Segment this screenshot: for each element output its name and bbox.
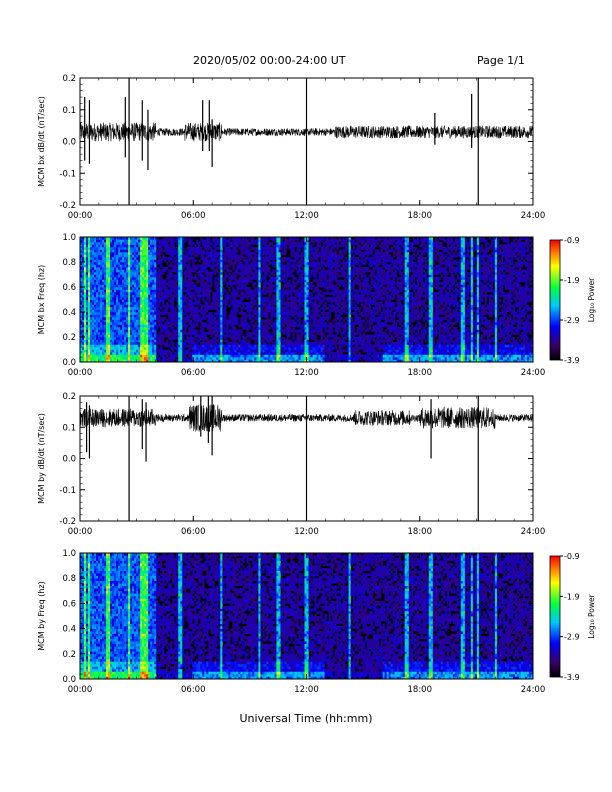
colorbar bbox=[549, 239, 561, 361]
x-tick-label: 12:00 bbox=[294, 211, 319, 221]
x-tick-label: 18:00 bbox=[408, 685, 433, 695]
colorbar-tick-label: -1.9 bbox=[564, 276, 580, 285]
x-tick-label: 06:00 bbox=[181, 211, 206, 221]
x-tick-label: 24:00 bbox=[521, 368, 546, 378]
x-tick-label: 00:00 bbox=[68, 368, 93, 378]
chart-title: 2020/05/02 00:00-24:00 UT bbox=[193, 54, 346, 67]
y-tick-label: 0.6 bbox=[62, 599, 76, 609]
x-tick-label: 12:00 bbox=[294, 368, 319, 378]
y-axis-title: MCM bx Freq (hz) bbox=[37, 265, 46, 334]
x-tick-label: 18:00 bbox=[408, 211, 433, 221]
y-tick-label: 1.0 bbox=[62, 233, 76, 243]
x-tick-label: 24:00 bbox=[521, 527, 546, 537]
x-tick-label: 12:00 bbox=[294, 685, 319, 695]
y-tick-label: 0.8 bbox=[62, 574, 76, 584]
y-tick-label: -0.2 bbox=[59, 517, 76, 527]
x-tick-label: 06:00 bbox=[181, 368, 206, 378]
y-axis-title: MCM by dB/dt (nT/sec) bbox=[37, 413, 46, 504]
x-tick-label: 00:00 bbox=[68, 527, 93, 537]
y-axis-title: MCM bx dB/dt (nT/sec) bbox=[37, 96, 46, 187]
y-tick-label: -0.1 bbox=[59, 169, 76, 179]
y-tick-label: 0.2 bbox=[62, 74, 76, 84]
y-tick-label: 0.0 bbox=[62, 455, 76, 465]
by_dbdt-series bbox=[80, 396, 533, 521]
y-tick-label: -0.1 bbox=[59, 486, 76, 496]
colorbar-title: Log₁₀ Power bbox=[587, 277, 596, 322]
colorbar bbox=[549, 555, 561, 678]
colorbar-title: Log₁₀ Power bbox=[587, 593, 596, 638]
y-tick-label: 0.1 bbox=[62, 106, 76, 116]
y-tick-label: 0.6 bbox=[62, 283, 76, 293]
colorbar-tick-label: -3.9 bbox=[564, 673, 580, 682]
y-tick-label: 0.4 bbox=[62, 625, 76, 635]
page-indicator: Page 1/1 bbox=[477, 54, 525, 67]
y-tick-label: -0.2 bbox=[59, 201, 76, 211]
x-tick-label: 06:00 bbox=[181, 685, 206, 695]
x-tick-label: 18:00 bbox=[408, 527, 433, 537]
colorbar-tick-label: -0.9 bbox=[564, 236, 580, 245]
y-tick-label: 1.0 bbox=[62, 549, 76, 559]
x-axis-title: Universal Time (hh:mm) bbox=[240, 712, 373, 725]
y-tick-label: 0.2 bbox=[62, 392, 76, 402]
y-tick-label: 0.0 bbox=[62, 675, 76, 685]
x-tick-label: 06:00 bbox=[181, 527, 206, 537]
x-tick-label: 12:00 bbox=[294, 527, 319, 537]
x-tick-label: 24:00 bbox=[521, 211, 546, 221]
bx_freq-heatmap bbox=[80, 237, 534, 363]
y-tick-label: 0.0 bbox=[62, 358, 76, 368]
y-tick-label: 0.1 bbox=[62, 423, 76, 433]
colorbar-tick-label: -0.9 bbox=[564, 552, 580, 561]
colorbar-tick-label: -3.9 bbox=[564, 356, 580, 365]
y-tick-label: 0.2 bbox=[62, 333, 76, 343]
x-tick-label: 24:00 bbox=[521, 685, 546, 695]
y-tick-label: 0.8 bbox=[62, 258, 76, 268]
colorbar-tick-label: -1.9 bbox=[564, 592, 580, 601]
y-tick-label: 0.4 bbox=[62, 308, 76, 318]
x-tick-label: 00:00 bbox=[68, 685, 93, 695]
y-tick-label: 0.0 bbox=[62, 138, 76, 148]
x-tick-label: 18:00 bbox=[408, 368, 433, 378]
x-tick-label: 00:00 bbox=[68, 211, 93, 221]
by_freq-heatmap bbox=[80, 553, 534, 680]
colorbar-tick-label: -2.9 bbox=[564, 316, 580, 325]
colorbar-tick-label: -2.9 bbox=[564, 633, 580, 642]
bx_dbdt-series bbox=[80, 78, 533, 205]
y-axis-title: MCM by Freq (hz) bbox=[37, 581, 46, 650]
y-tick-label: 0.2 bbox=[62, 650, 76, 660]
